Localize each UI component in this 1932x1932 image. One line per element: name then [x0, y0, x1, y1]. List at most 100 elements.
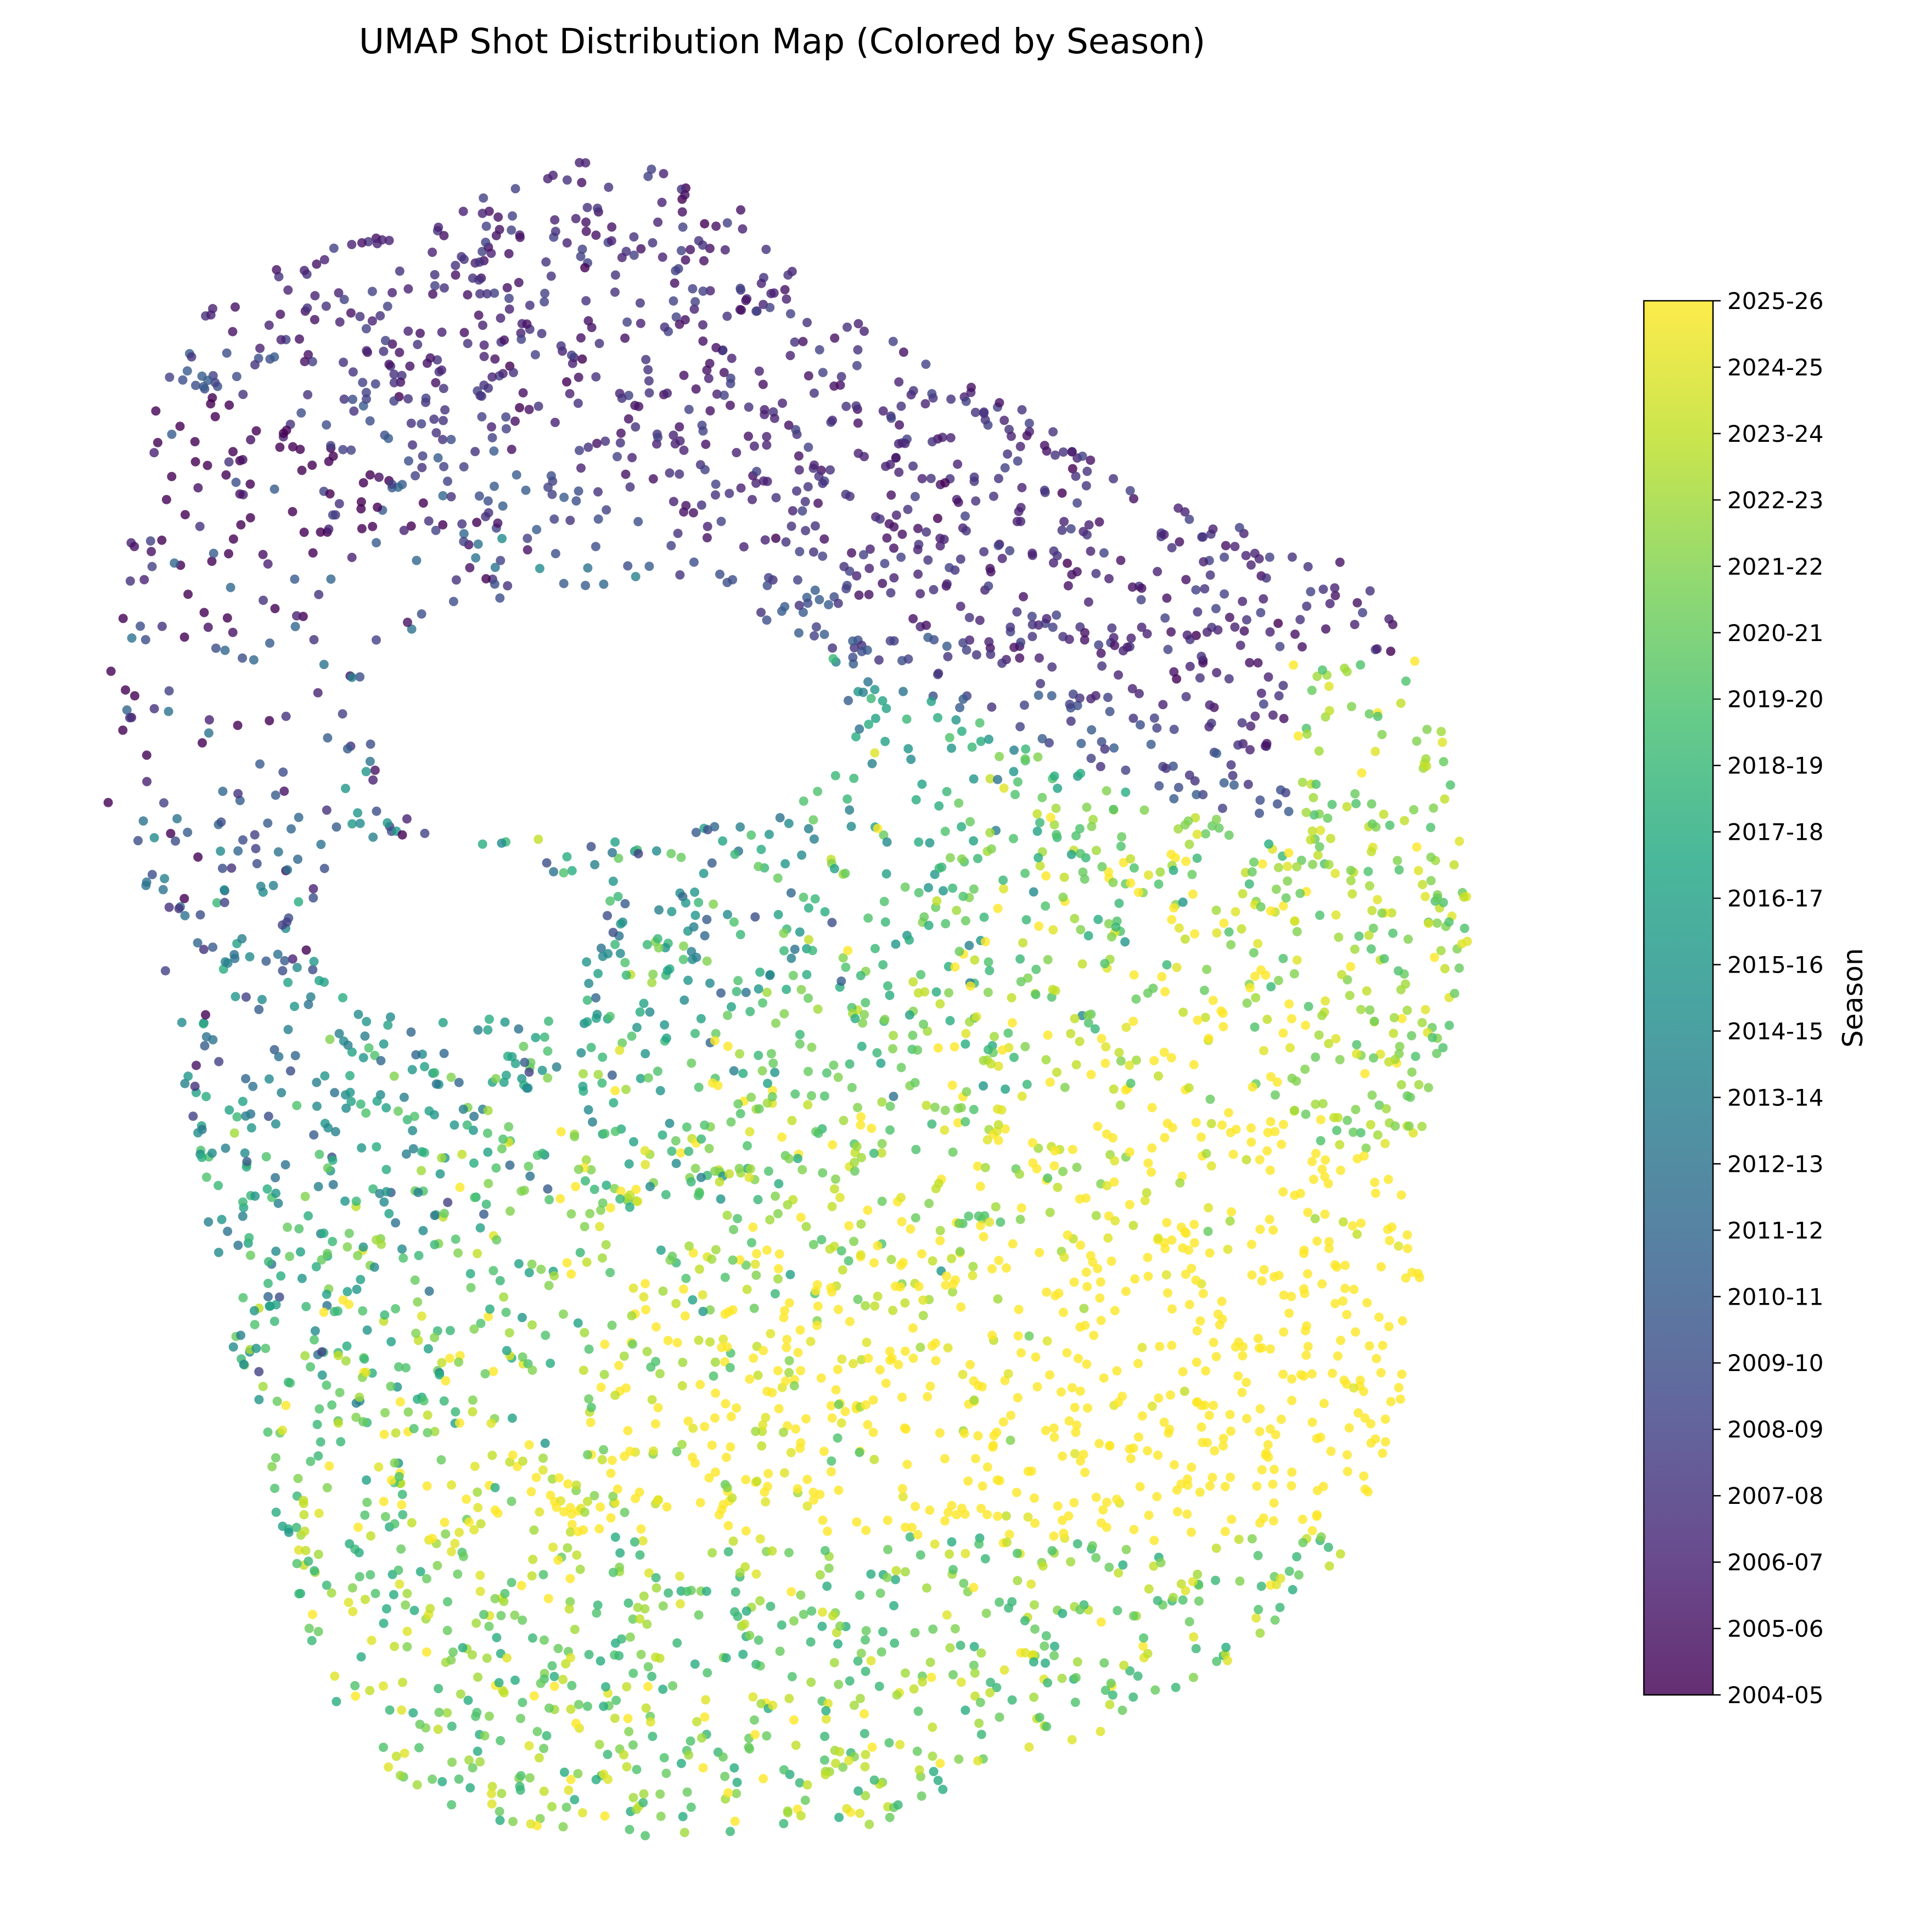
scatter-point [515, 233, 525, 242]
scatter-point [425, 353, 435, 363]
scatter-point [643, 1682, 653, 1692]
scatter-point [1199, 557, 1209, 566]
scatter-point [710, 1357, 720, 1367]
scatter-point [220, 885, 229, 895]
scatter-point [851, 401, 861, 411]
scatter-point [688, 508, 698, 518]
scatter-point [903, 744, 913, 754]
scatter-point [636, 318, 645, 328]
scatter-point [773, 873, 783, 883]
scatter-point [1035, 861, 1045, 870]
scatter-point [757, 1441, 767, 1451]
scatter-point [399, 525, 409, 535]
scatter-point [355, 1392, 364, 1402]
scatter-point [531, 1032, 541, 1042]
scatter-point [1357, 768, 1367, 778]
scatter-point [748, 1222, 758, 1232]
scatter-point [911, 1144, 921, 1154]
scatter-point [1126, 878, 1136, 888]
scatter-point [1339, 1375, 1349, 1385]
scatter-point [961, 1029, 971, 1038]
scatter-point [1292, 862, 1302, 872]
scatter-point [1274, 863, 1283, 873]
scatter-point [470, 447, 480, 457]
scatter-point [1336, 1335, 1345, 1345]
scatter-point [226, 582, 235, 592]
scatter-point [217, 1215, 227, 1225]
scatter-point [833, 1364, 843, 1374]
scatter-point [271, 1173, 280, 1183]
scatter-point [689, 557, 699, 567]
scatter-point [608, 1568, 618, 1577]
scatter-point [863, 913, 873, 923]
scatter-point [875, 1588, 885, 1598]
scatter-point [1332, 1126, 1341, 1136]
scatter-point [695, 1498, 705, 1508]
scatter-point [1235, 1576, 1245, 1586]
scatter-point [1140, 1196, 1150, 1205]
scatter-point [233, 721, 243, 731]
scatter-point [157, 535, 167, 545]
scatter-point [443, 1597, 452, 1607]
scatter-point [503, 581, 513, 591]
scatter-point [1076, 768, 1086, 778]
scatter-point [787, 521, 796, 531]
scatter-point [265, 638, 274, 648]
scatter-point [688, 1248, 698, 1258]
scatter-point [357, 1143, 367, 1153]
scatter-point [526, 1819, 536, 1829]
scatter-point [679, 941, 688, 951]
scatter-point [744, 1172, 754, 1182]
scatter-point [439, 283, 449, 293]
scatter-point [1296, 856, 1306, 865]
scatter-point [1311, 1099, 1321, 1109]
scatter-point [1071, 471, 1081, 481]
scatter-point [905, 935, 914, 945]
scatter-point [714, 1510, 724, 1520]
scatter-point [1032, 1382, 1042, 1392]
scatter-point [1307, 686, 1317, 695]
scatter-point [564, 1604, 574, 1614]
scatter-point [1194, 1596, 1204, 1606]
scatter-point [322, 1483, 332, 1492]
scatter-point [1027, 632, 1037, 642]
scatter-point [422, 1574, 431, 1583]
scatter-point [577, 1808, 587, 1818]
scatter-point [1360, 1484, 1370, 1494]
scatter-point [1159, 1417, 1169, 1427]
scatter-point [779, 928, 789, 938]
scatter-point [741, 1475, 751, 1485]
scatter-point [1422, 724, 1432, 734]
scatter-point [1277, 1139, 1287, 1149]
scatter-point [687, 1058, 697, 1068]
scatter-point [883, 1515, 892, 1525]
scatter-point [446, 435, 456, 445]
scatter-point [932, 896, 942, 906]
scatter-point [749, 1353, 759, 1363]
scatter-point [753, 1195, 763, 1205]
scatter-point [1328, 1368, 1338, 1378]
scatter-point [661, 1190, 671, 1200]
scatter-point [351, 1691, 361, 1701]
scatter-point [647, 1671, 656, 1681]
scatter-point [1157, 972, 1167, 981]
scatter-point [1349, 1127, 1358, 1137]
scatter-point [261, 956, 271, 966]
scatter-point [549, 1681, 559, 1691]
scatter-point [608, 877, 618, 886]
scatter-point [210, 412, 220, 422]
scatter-point [858, 550, 868, 560]
scatter-point [771, 1191, 780, 1201]
scatter-point [596, 943, 606, 953]
scatter-point [355, 312, 365, 322]
scatter-point [1231, 907, 1240, 917]
scatter-point [1169, 724, 1179, 734]
scatter-point [1218, 1434, 1228, 1444]
scatter-point [579, 1525, 588, 1535]
scatter-point [726, 1442, 735, 1452]
scatter-point [1122, 642, 1132, 652]
scatter-point [1109, 1177, 1119, 1187]
scatter-point [245, 952, 255, 962]
scatter-point [935, 1428, 945, 1438]
scatter-point [1155, 1341, 1165, 1351]
